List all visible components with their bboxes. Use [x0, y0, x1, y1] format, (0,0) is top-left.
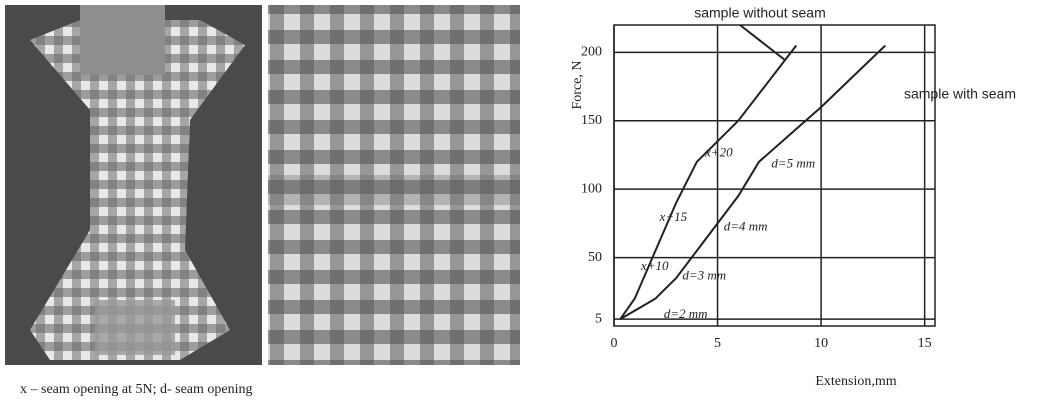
annotation: x+20 — [704, 145, 733, 160]
plot-frame — [613, 24, 936, 327]
series-label: sample without seam — [694, 5, 826, 21]
line-series — [619, 44, 886, 321]
y-tick-label: 100 — [581, 181, 602, 196]
annotation: x+10 — [640, 258, 669, 273]
x-tick-label: 5 — [714, 336, 721, 351]
x-tick-label: 15 — [918, 336, 932, 351]
y-tick-label: 150 — [581, 113, 602, 128]
x-axis-label: Extension,mm — [815, 374, 896, 389]
photo-left — [5, 5, 262, 365]
annotation: d=4 mm — [724, 218, 768, 233]
series-label: sample with seam — [904, 86, 1016, 102]
y-axis-label: Force, N — [570, 61, 585, 110]
photo-right — [268, 5, 520, 365]
annotation: d=2 mm — [664, 306, 708, 321]
x-tick-label: 0 — [611, 336, 618, 351]
annotation: d=5 mm — [771, 156, 815, 171]
arrow — [739, 24, 785, 61]
y-tick-label: 5 — [595, 311, 602, 326]
annotation: x+15 — [659, 209, 688, 224]
line-series — [619, 44, 798, 320]
y-tick-label: 50 — [588, 250, 602, 265]
caption: x – seam opening at 5N; d- seam opening — [20, 382, 253, 397]
annotation: d=3 mm — [682, 268, 726, 283]
x-tick-label: 10 — [814, 336, 828, 351]
y-tick-label: 200 — [581, 45, 602, 60]
